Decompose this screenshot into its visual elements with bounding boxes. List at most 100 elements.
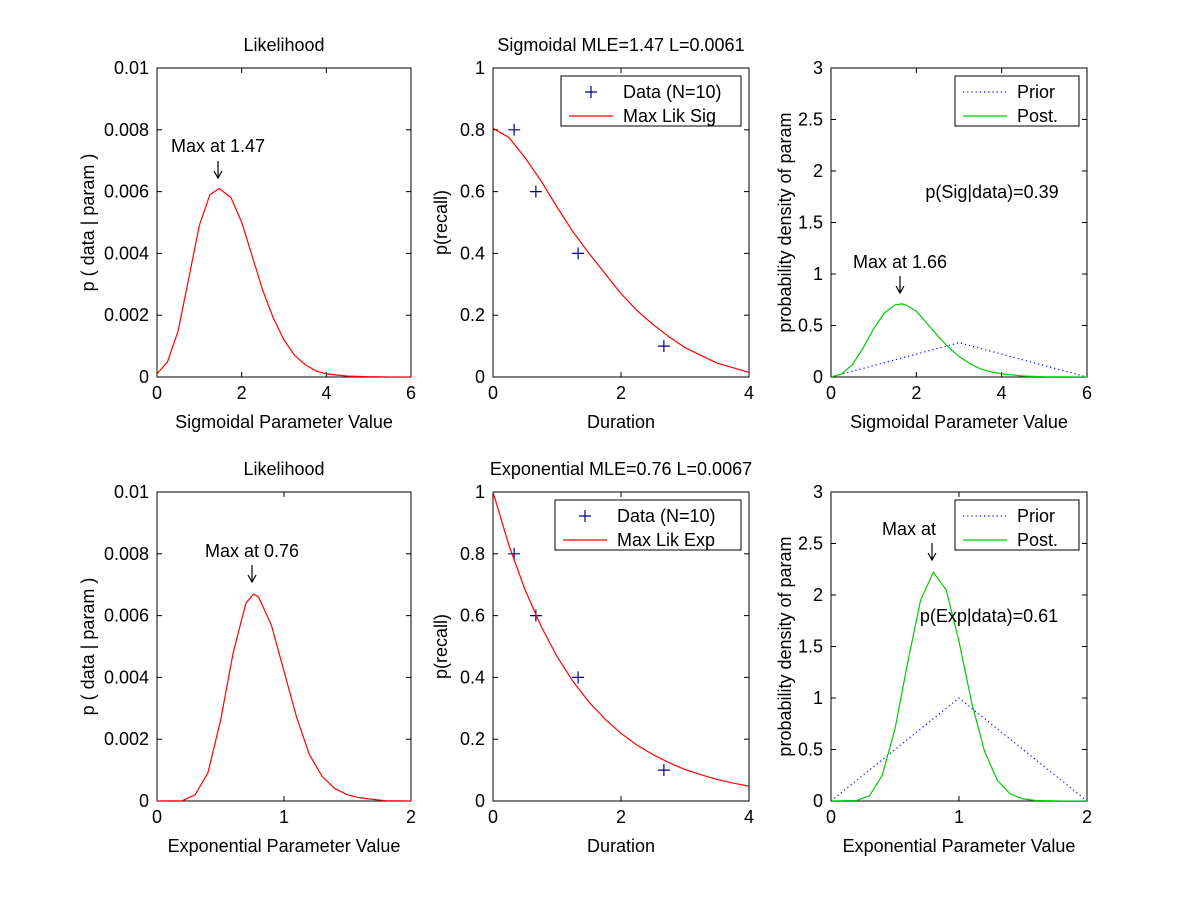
x-tick-label: 4 <box>744 807 754 827</box>
y-tick-label: 0.006 <box>104 606 149 626</box>
x-tick-label: 2 <box>616 807 626 827</box>
y-tick-label: 0 <box>813 791 823 811</box>
annotation-label: Max at 1.47 <box>171 136 265 156</box>
x-axis-label: Exponential Parameter Value <box>168 836 401 856</box>
y-tick-label: 0.006 <box>104 182 149 202</box>
legend-marker <box>579 510 591 522</box>
y-tick-label: 3 <box>813 58 823 78</box>
x-tick-label: 2 <box>911 383 921 403</box>
y-tick-label: 0.008 <box>104 120 149 140</box>
legend-box <box>954 499 1080 551</box>
x-tick-label: 4 <box>321 383 331 403</box>
x-tick-label: 0 <box>488 383 498 403</box>
y-tick-label: 2 <box>813 161 823 181</box>
legend-box <box>954 75 1080 127</box>
y-tick-label: 0.8 <box>460 120 485 140</box>
y-tick-label: 0.008 <box>104 544 149 564</box>
x-axis-label: Sigmoidal Parameter Value <box>850 412 1068 432</box>
data-point-marker <box>657 764 670 777</box>
y-tick-label: 0 <box>139 367 149 387</box>
x-tick-label: 6 <box>1082 383 1092 403</box>
down-arrow-icon <box>213 161 223 180</box>
legend-label: Prior <box>1017 82 1055 102</box>
y-axis-label: p(recall) <box>431 190 451 255</box>
y-tick-label: 1.5 <box>798 213 823 233</box>
series-line <box>157 593 411 801</box>
subplot-title: Exponential MLE=0.76 L=0.0067 <box>490 459 752 479</box>
y-tick-label: 0.5 <box>798 316 823 336</box>
y-tick-label: 0 <box>475 367 485 387</box>
x-tick-label: 1 <box>954 807 964 827</box>
axes-box <box>156 491 412 802</box>
subplot-6: 0 1 2 0 0.5 1 1.5 2 2.5 3 Exponential Parameter Va… <box>775 482 1092 856</box>
legend-marker <box>585 86 597 98</box>
x-tick-label: 2 <box>237 383 247 403</box>
annotation-label: p(Exp|data)=0.61 <box>920 606 1058 626</box>
data-point-marker <box>572 247 585 260</box>
y-tick-label: 0.01 <box>114 482 149 502</box>
x-tick-label: 4 <box>744 383 754 403</box>
data-point-marker <box>529 185 542 198</box>
y-tick-label: 2 <box>813 585 823 605</box>
series-line <box>157 187 411 377</box>
subplot-title: Likelihood <box>243 459 324 479</box>
y-tick-label: 2.5 <box>798 534 823 554</box>
data-point-marker <box>508 547 521 560</box>
x-tick-label: 2 <box>616 383 626 403</box>
y-tick-label: 1 <box>813 688 823 708</box>
x-axis-label: Sigmoidal Parameter Value <box>175 412 393 432</box>
y-tick-label: 0.002 <box>104 729 149 749</box>
down-arrow-icon <box>927 543 937 562</box>
y-axis-label: probability density of param <box>775 112 795 332</box>
x-axis-label: Exponential Parameter Value <box>843 836 1076 856</box>
prior-line <box>831 697 1087 801</box>
x-tick-label: 0 <box>826 807 836 827</box>
y-tick-label: 1 <box>475 482 485 502</box>
y-tick-label: 0.4 <box>460 667 485 687</box>
y-tick-label: 0.2 <box>460 305 485 325</box>
annotation-label: Max at 1.66 <box>853 252 947 272</box>
y-tick-label: 0.8 <box>460 544 485 564</box>
x-tick-label: 0 <box>152 383 162 403</box>
y-axis-label: p(recall) <box>431 614 451 679</box>
y-tick-label: 0.002 <box>104 305 149 325</box>
max-lik-exp-line <box>493 492 749 787</box>
y-tick-label: 0 <box>475 791 485 811</box>
data-point-marker <box>508 123 521 136</box>
y-axis-label: p ( data | param ) <box>78 578 98 716</box>
y-tick-label: 0 <box>139 791 149 811</box>
y-tick-label: 1 <box>475 58 485 78</box>
y-tick-label: 3 <box>813 482 823 502</box>
y-tick-label: 0 <box>813 367 823 387</box>
data-point-marker <box>657 340 670 353</box>
x-tick-label: 1 <box>279 807 289 827</box>
x-tick-label: 0 <box>826 383 836 403</box>
y-tick-label: 0.4 <box>460 243 485 263</box>
down-arrow-icon <box>895 276 905 295</box>
x-tick-label: 4 <box>997 383 1007 403</box>
annotation-label: Max at 0.76 <box>205 541 299 561</box>
post-line <box>831 303 1087 377</box>
x-axis-label: Duration <box>587 836 655 856</box>
x-tick-label: 2 <box>406 807 416 827</box>
y-tick-label: 1 <box>813 264 823 284</box>
legend-label: Post. <box>1017 530 1058 550</box>
y-tick-label: 0.6 <box>460 182 485 202</box>
post-line <box>831 571 1087 801</box>
legend-label: Max Lik Sig <box>623 106 716 126</box>
legend: Data (N=10) Max Lik Exp <box>554 499 742 551</box>
y-tick-label: 0.01 <box>114 58 149 78</box>
subplot-2: 0 2 4 0 0.2 0.4 0.6 0.8 1 Sigmoidal MLE=1.47 L=0.… <box>431 35 754 432</box>
legend-label: Data (N=10) <box>623 82 722 102</box>
legend-label: Prior <box>1017 506 1055 526</box>
legend-box <box>560 75 742 127</box>
x-axis-label: Duration <box>587 412 655 432</box>
y-tick-label: 0.004 <box>104 667 149 687</box>
x-tick-label: 2 <box>1082 807 1092 827</box>
legend: Prior Post. <box>954 75 1080 127</box>
annotation-label: p(Sig|data)=0.39 <box>925 182 1058 202</box>
axes-box <box>156 67 412 378</box>
legend-box <box>554 499 742 551</box>
y-tick-label: 1.5 <box>798 637 823 657</box>
